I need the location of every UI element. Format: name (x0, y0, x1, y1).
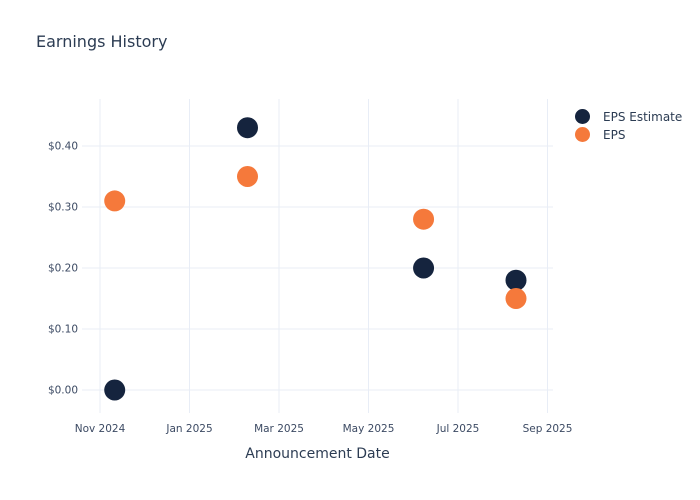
x-tick-label: Jul 2025 (436, 423, 480, 435)
x-tick-label: Nov 2024 (75, 423, 126, 435)
scatter-point-eps-estimate[interactable] (236, 117, 258, 139)
scatter-point-eps-estimate[interactable] (505, 269, 527, 291)
legend-item-eps-estimate[interactable]: EPS Estimate (575, 108, 682, 125)
chart-title: Earnings History (36, 32, 168, 51)
y-tick-label: $0.40 (48, 141, 78, 153)
y-tick-label: $0.10 (48, 324, 78, 336)
y-tick-label: $0.30 (48, 202, 78, 214)
eps-marker-icon (575, 127, 590, 142)
x-tick-label: Mar 2025 (254, 423, 304, 435)
y-tick-label: $0.00 (48, 385, 78, 397)
scatter-point-eps[interactable] (104, 190, 126, 212)
legend-item-eps[interactable]: EPS (575, 126, 682, 143)
legend-label: EPS Estimate (603, 109, 683, 124)
scatter-point-eps-estimate[interactable] (413, 257, 435, 279)
scatter-point-eps-estimate[interactable] (104, 379, 126, 401)
scatter-point-eps[interactable] (505, 288, 527, 309)
scatter-point-eps[interactable] (236, 166, 258, 187)
legend: EPS Estimate EPS (575, 108, 682, 144)
x-tick-label: Sep 2025 (523, 423, 573, 435)
eps-estimate-marker-icon (575, 109, 590, 124)
x-tick-label: Jan 2025 (165, 423, 212, 435)
y-tick-label: $0.20 (48, 263, 78, 275)
x-tick-label: May 2025 (343, 423, 395, 435)
x-axis-title: Announcement Date (245, 446, 390, 462)
legend-label: EPS (603, 127, 626, 142)
scatter-point-eps[interactable] (413, 208, 435, 230)
